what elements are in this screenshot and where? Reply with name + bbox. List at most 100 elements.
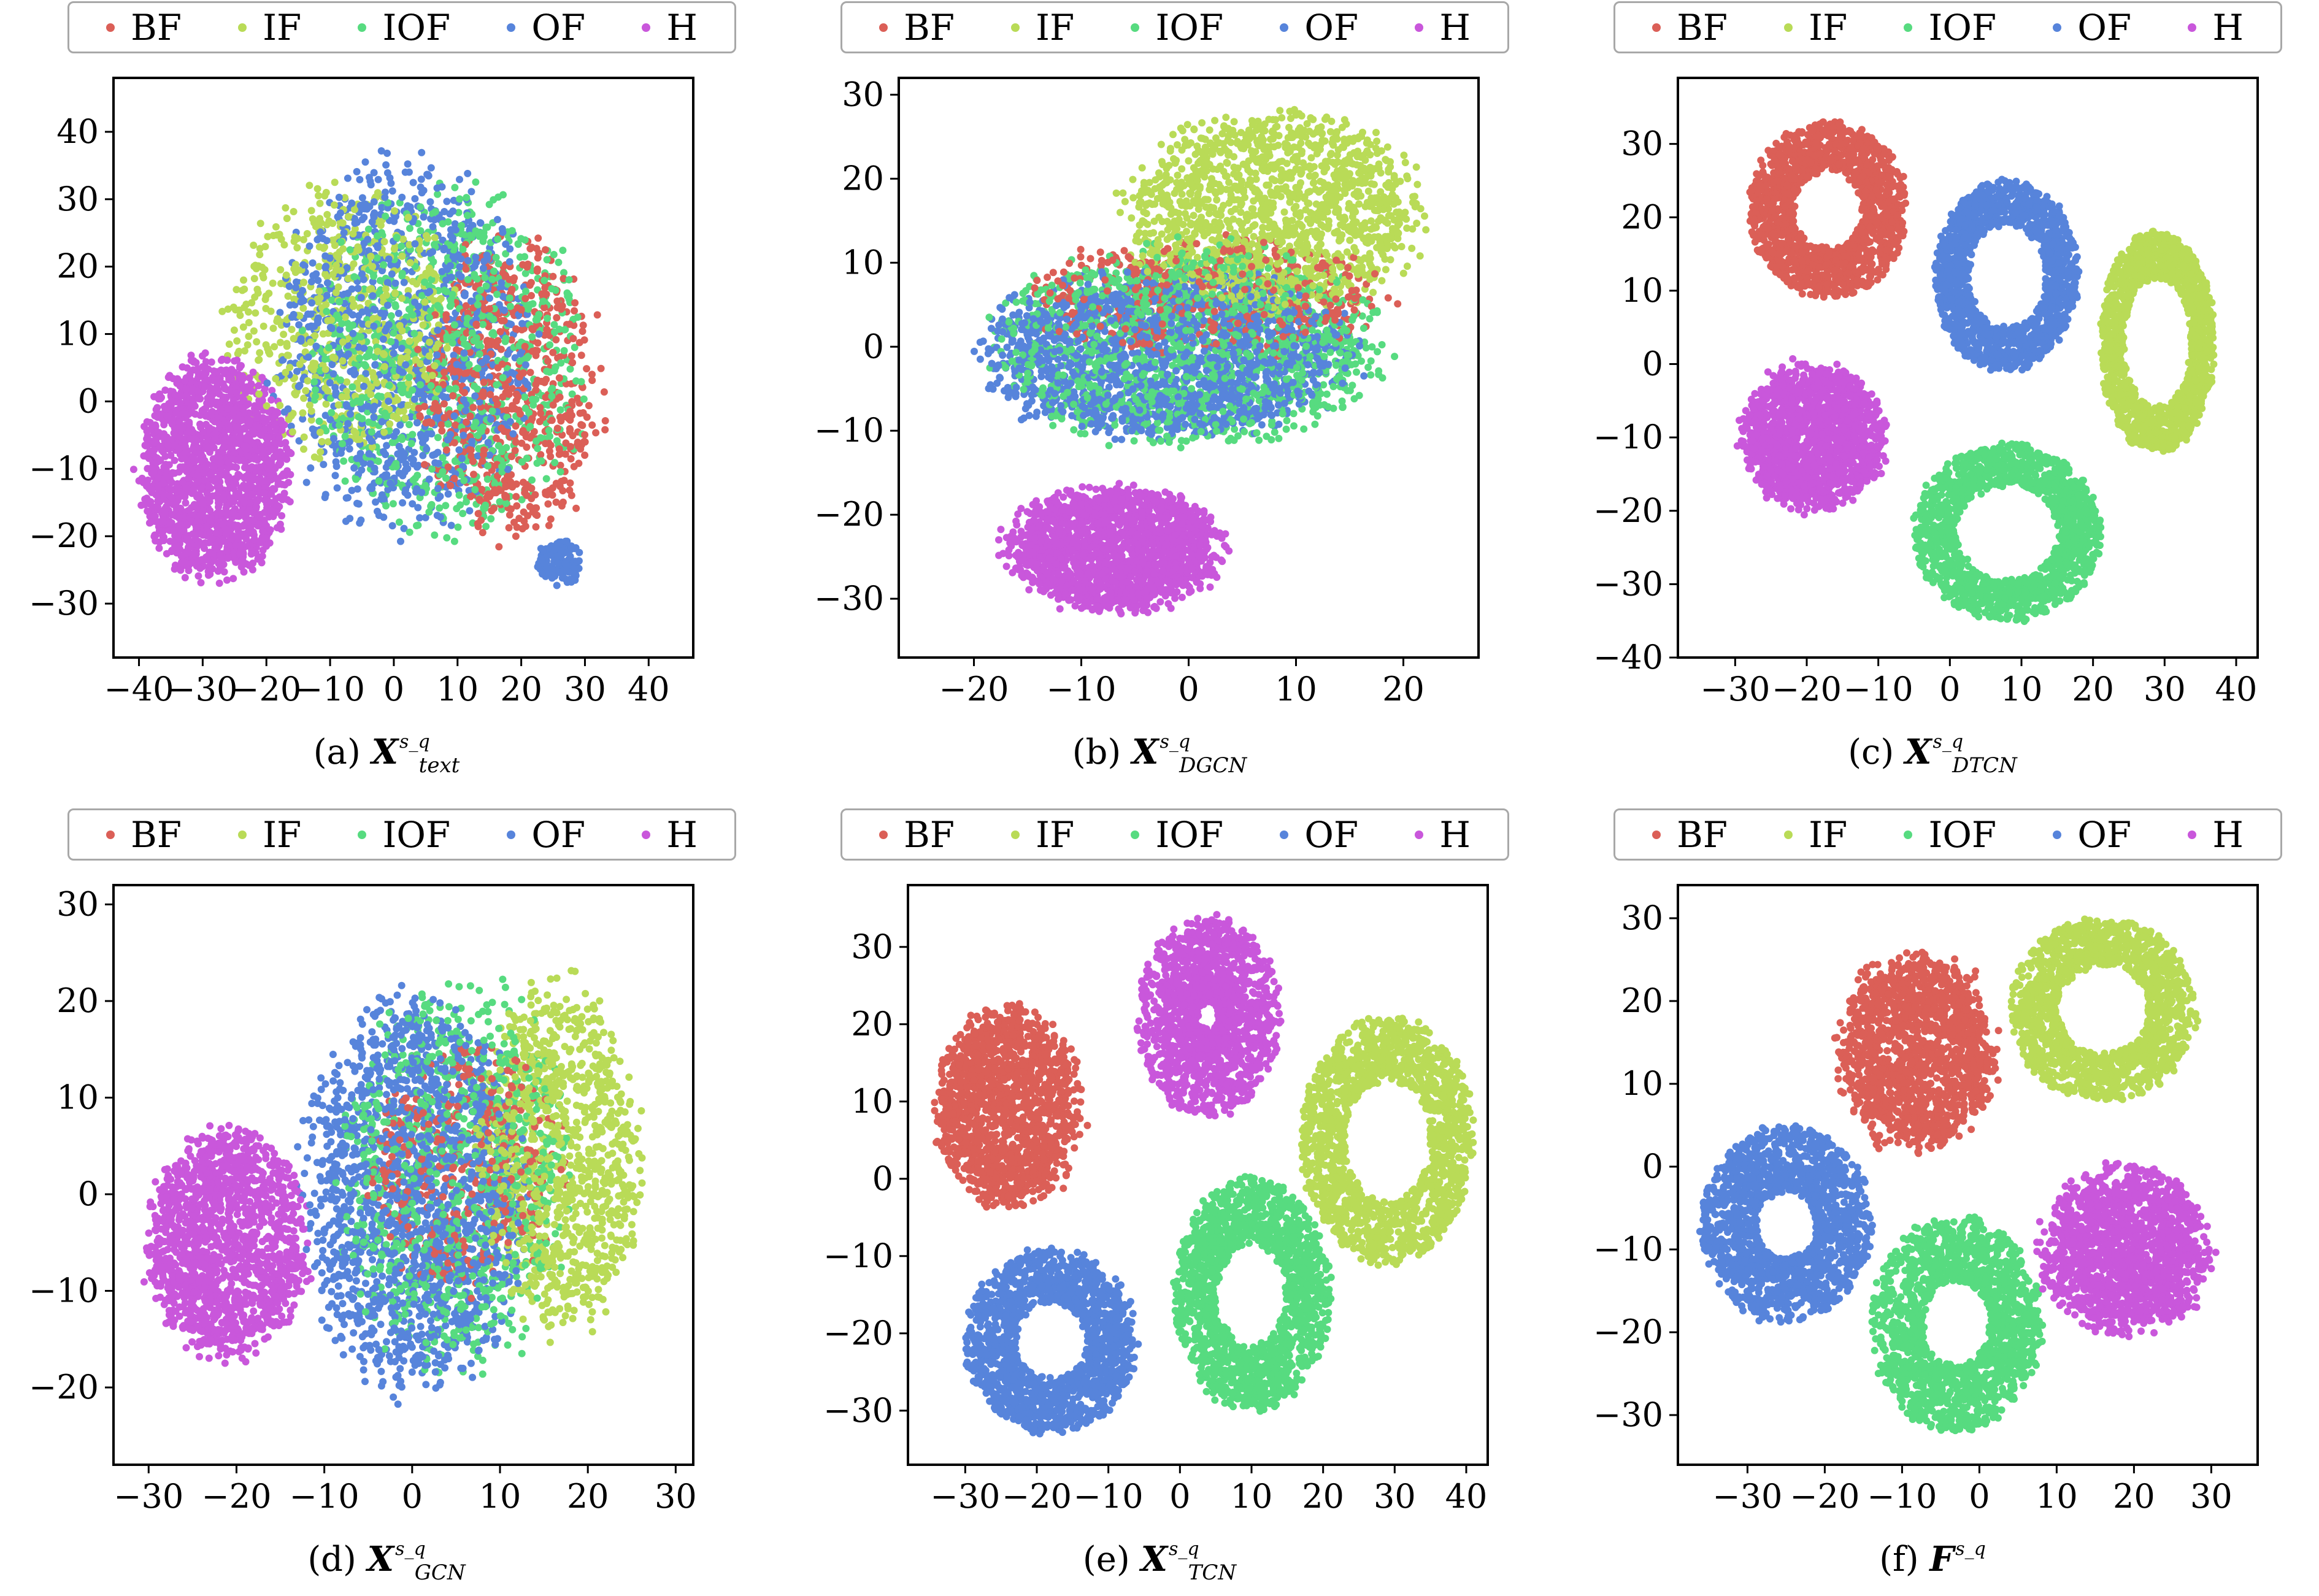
point-of xyxy=(337,209,344,217)
point-h xyxy=(230,485,237,493)
point-iof xyxy=(362,363,369,370)
point-of xyxy=(472,254,479,261)
point-h xyxy=(156,395,164,402)
point-h xyxy=(193,518,201,525)
point-iof xyxy=(366,349,373,356)
point-bf xyxy=(585,402,593,409)
point-bf xyxy=(443,447,450,454)
point-h xyxy=(225,459,233,466)
point-iof xyxy=(434,191,441,198)
point-h xyxy=(157,456,164,464)
points xyxy=(130,147,609,589)
point-if xyxy=(256,245,264,252)
point-bf xyxy=(490,505,498,512)
point-of xyxy=(276,309,283,317)
point-iof xyxy=(451,184,458,191)
point-of xyxy=(426,475,433,483)
point-if xyxy=(317,448,324,456)
point-if xyxy=(289,428,296,435)
point-h xyxy=(236,363,244,370)
point-of xyxy=(328,361,336,368)
point-bf xyxy=(518,440,525,447)
point-bf xyxy=(534,377,541,384)
point-h xyxy=(248,491,255,498)
point-if xyxy=(394,396,401,404)
point-iof xyxy=(336,421,343,429)
point-h xyxy=(174,488,181,496)
point-of xyxy=(385,397,392,405)
point-h xyxy=(156,443,164,451)
point-if xyxy=(421,372,428,380)
x-tick-label: 10 xyxy=(436,670,479,708)
legend-label: BF xyxy=(131,10,182,45)
point-of xyxy=(562,575,569,583)
point-h xyxy=(190,454,197,461)
point-of xyxy=(396,421,404,429)
point-if xyxy=(322,366,329,373)
point-h xyxy=(269,445,276,453)
point-iof xyxy=(399,270,406,277)
point-of xyxy=(506,245,513,253)
point-h xyxy=(150,533,158,540)
point-h xyxy=(146,448,153,455)
point-if xyxy=(423,232,430,239)
point-bf xyxy=(569,335,577,342)
point-bf xyxy=(553,499,560,506)
point-h xyxy=(171,429,178,437)
point-of xyxy=(388,270,396,278)
point-bf xyxy=(491,486,498,494)
point-of xyxy=(554,540,561,547)
point-bf xyxy=(535,250,542,257)
point-h xyxy=(215,499,222,507)
point-h xyxy=(166,372,174,379)
y-tick-label: 40 xyxy=(56,112,99,151)
point-bf xyxy=(479,529,486,536)
point-h xyxy=(255,467,263,475)
point-h xyxy=(253,498,261,505)
point-of xyxy=(357,516,364,524)
point-of xyxy=(395,310,402,317)
point-iof xyxy=(466,232,474,239)
point-h xyxy=(242,442,250,450)
point-if xyxy=(255,391,263,398)
point-if xyxy=(233,337,240,345)
point-h xyxy=(194,472,201,479)
point-of xyxy=(384,169,391,177)
point-of xyxy=(572,570,579,577)
point-if xyxy=(398,294,406,302)
point-h xyxy=(204,443,212,451)
point-if xyxy=(277,266,284,274)
point-of xyxy=(305,353,312,361)
point-of xyxy=(310,323,318,330)
legend-label: OF xyxy=(531,10,585,45)
point-h xyxy=(243,435,250,443)
point-of xyxy=(401,279,408,286)
point-of xyxy=(449,207,456,215)
point-bf xyxy=(513,480,520,488)
point-h xyxy=(216,421,223,428)
point-h xyxy=(231,358,238,365)
point-h xyxy=(206,391,213,399)
point-iof xyxy=(493,291,501,298)
x-tick-label: 20 xyxy=(500,670,542,708)
point-if xyxy=(405,214,412,221)
point-of xyxy=(380,513,387,521)
point-iof xyxy=(552,286,560,294)
point-of xyxy=(487,415,494,423)
point-h xyxy=(206,498,213,505)
point-if xyxy=(386,420,393,428)
point-h xyxy=(247,528,254,535)
point-iof xyxy=(551,367,558,374)
x-tick-label: −10 xyxy=(295,670,365,708)
point-of xyxy=(464,170,471,177)
point-bf xyxy=(554,424,561,432)
point-h xyxy=(167,402,175,409)
y-tick-label: 30 xyxy=(56,180,99,218)
point-of xyxy=(467,188,475,195)
point-iof xyxy=(434,302,441,309)
point-iof xyxy=(347,246,354,253)
point-iof xyxy=(521,253,528,261)
point-of xyxy=(392,280,399,287)
point-h xyxy=(275,461,282,468)
point-bf xyxy=(481,305,488,313)
